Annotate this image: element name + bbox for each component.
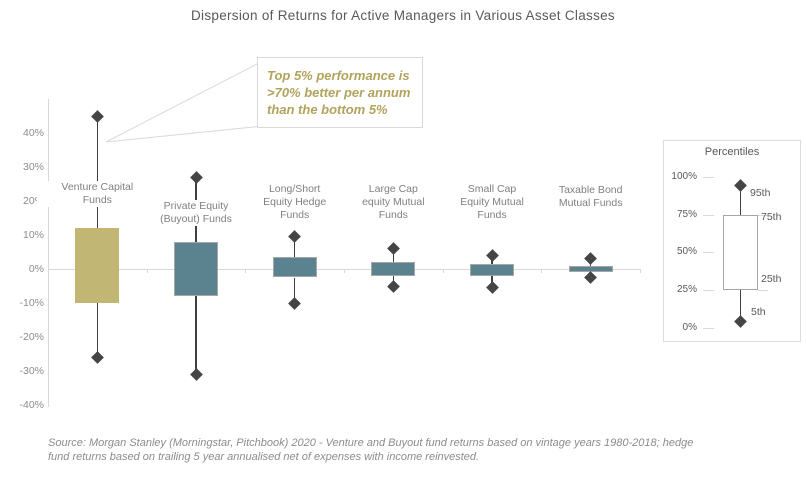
legend-ytick-75: 75% [676, 209, 697, 220]
percentile-box [75, 228, 120, 303]
legend-title: Percentiles [704, 146, 760, 158]
upper-whisker [293, 236, 296, 258]
lower-whisker [96, 303, 99, 358]
legend-gridtick [703, 177, 714, 178]
y-axis-tick-label: -20% [19, 331, 44, 343]
p95-diamond [189, 170, 203, 184]
lower-whisker [293, 277, 296, 303]
category-axis-tick [541, 269, 543, 273]
p95-diamond [90, 109, 104, 123]
legend-label-25th: 25th [761, 273, 782, 285]
p95-diamond [584, 252, 598, 266]
legend-gridtick [758, 290, 768, 291]
percentile-box [272, 257, 317, 278]
p5-diamond [288, 296, 302, 310]
callout-text-line: than the bottom 5% [267, 102, 388, 117]
category-axis-tick [442, 269, 444, 273]
p5-diamond [485, 281, 499, 295]
y-axis-tick-label: 0% [28, 263, 44, 275]
y-axis-tick-label: 40% [22, 127, 44, 139]
category-axis-tick [344, 269, 345, 273]
y-axis-tick-label: -10% [19, 297, 44, 309]
source-text: fund returns based on trailing 5 year an… [48, 451, 480, 463]
legend-gridtick [703, 328, 714, 329]
percentile-box [470, 263, 514, 276]
p5-diamond [386, 279, 400, 293]
p95-diamond [386, 242, 400, 255]
category-axis-tick [245, 269, 247, 273]
callout-text-line: >70% better per annum [267, 85, 411, 100]
p5-diamond [584, 271, 598, 284]
upper-whisker [96, 116, 99, 229]
y-axis-tick-label: 10% [22, 229, 44, 241]
legend-percentile-box [723, 215, 758, 290]
legend-gridtick [703, 290, 714, 291]
y-axis-tick-label: 30% [22, 161, 44, 173]
legend-label-75th: 75th [761, 211, 782, 223]
legend-ytick-25: 25% [676, 284, 697, 295]
legend-label-5th: 5th [751, 306, 766, 318]
legend-ytick-50: 50% [676, 246, 697, 257]
legend-gridtick [758, 215, 768, 216]
callout-text-line: Top 5% performance is [267, 68, 410, 83]
source-text: Source: Morgan Stanley (Morningstar, Pit… [48, 437, 694, 449]
legend-gridtick [703, 252, 714, 253]
lower-whisker [195, 296, 197, 375]
legend-whisker [739, 290, 741, 321]
y-axis-tick-label: -30% [19, 365, 44, 377]
category-label: Taxable Bond Mutual Funds [530, 184, 651, 210]
callout-box: Top 5% performance is >70% better per an… [257, 57, 423, 128]
legend-box [663, 140, 801, 342]
chart-title: Dispersion of Returns for Active Manager… [191, 8, 615, 23]
percentile-box [174, 241, 218, 297]
legend-ytick-100: 100% [671, 171, 697, 182]
legend-ytick-0: 0% [682, 322, 697, 333]
y-axis-tick-label: -40% [19, 399, 44, 411]
p95-diamond [485, 249, 499, 262]
p95-diamond [288, 230, 302, 244]
category-axis-tick [146, 269, 148, 273]
p5-diamond [189, 368, 203, 381]
legend-gridtick [703, 215, 714, 216]
category-label: Venture Capital Funds [37, 181, 158, 207]
legend-label-95th: 95th [750, 187, 771, 199]
percentile-box [371, 262, 416, 276]
category-axis-tick [640, 269, 641, 273]
upper-whisker [392, 248, 395, 263]
legend-whisker [739, 185, 741, 215]
y-axis-line [48, 99, 49, 407]
p5-diamond [90, 351, 104, 364]
